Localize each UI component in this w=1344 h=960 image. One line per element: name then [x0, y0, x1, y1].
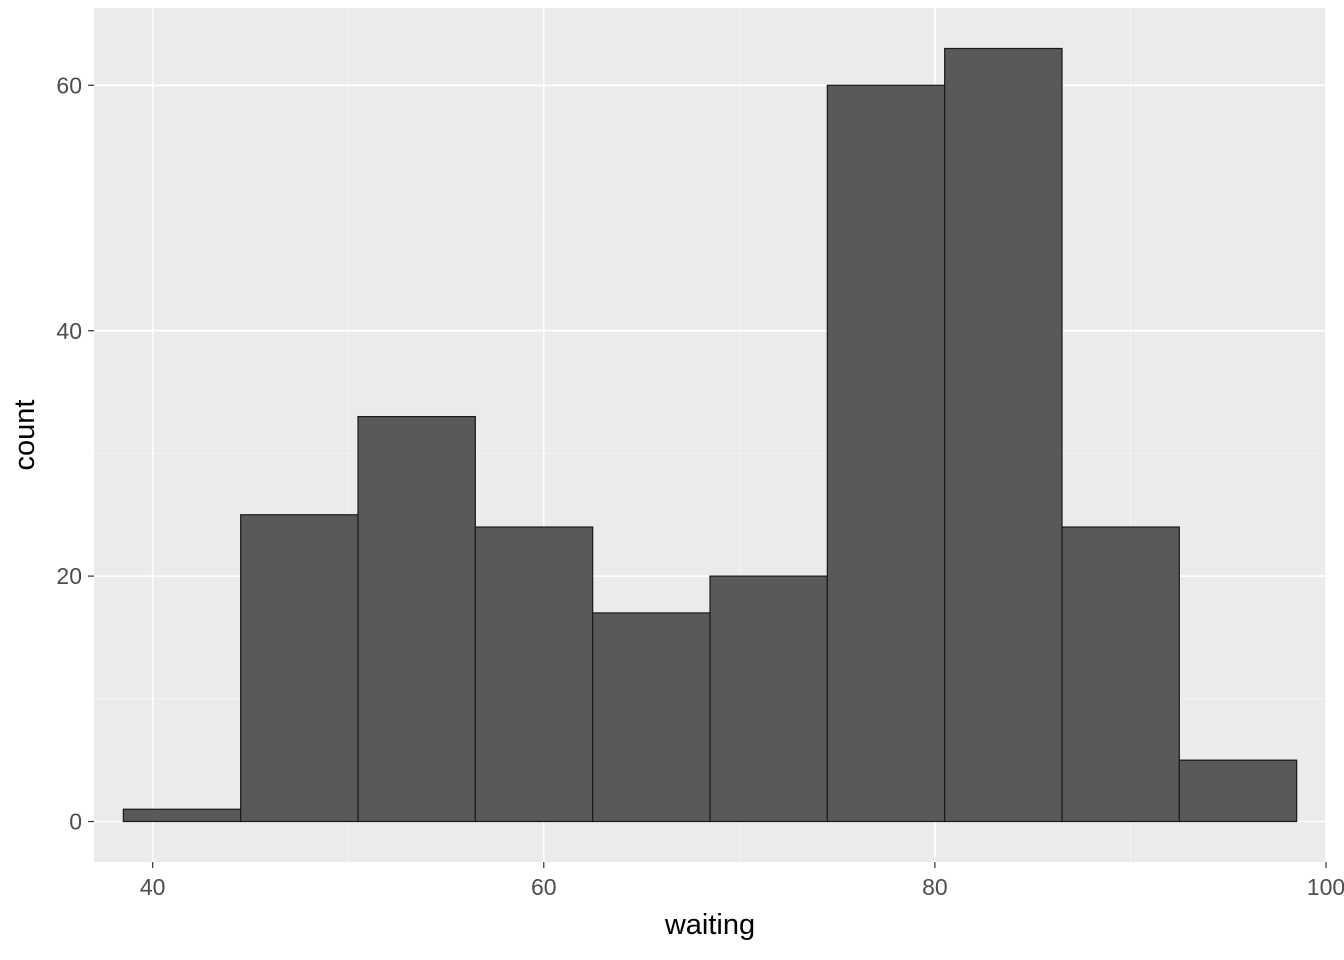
x-tick-label: 80	[922, 874, 948, 900]
histogram-bar	[593, 613, 710, 822]
y-tick-label: 60	[56, 72, 82, 98]
histogram-bar	[827, 85, 944, 821]
chart-svg: 40 60 80 100 0 20 40 60 waiting count	[0, 0, 1344, 960]
x-tick-label: 60	[531, 874, 557, 900]
y-tick-label: 20	[56, 563, 82, 589]
histogram-bar	[710, 576, 827, 821]
histogram-bar	[358, 417, 475, 822]
histogram-chart: 40 60 80 100 0 20 40 60 waiting count	[0, 0, 1344, 960]
histogram-bar	[123, 809, 240, 821]
histogram-bar	[945, 48, 1062, 821]
x-tick-label: 100	[1307, 874, 1344, 900]
x-tick-label: 40	[140, 874, 166, 900]
y-tick-label: 40	[56, 318, 82, 344]
histogram-bar	[1179, 760, 1296, 821]
histogram-bar	[1062, 527, 1179, 821]
histogram-bar	[241, 515, 358, 822]
y-tick-label: 0	[69, 809, 82, 835]
x-axis-title: waiting	[664, 909, 755, 941]
histogram-bar	[475, 527, 592, 821]
y-axis-title: count	[9, 400, 41, 471]
